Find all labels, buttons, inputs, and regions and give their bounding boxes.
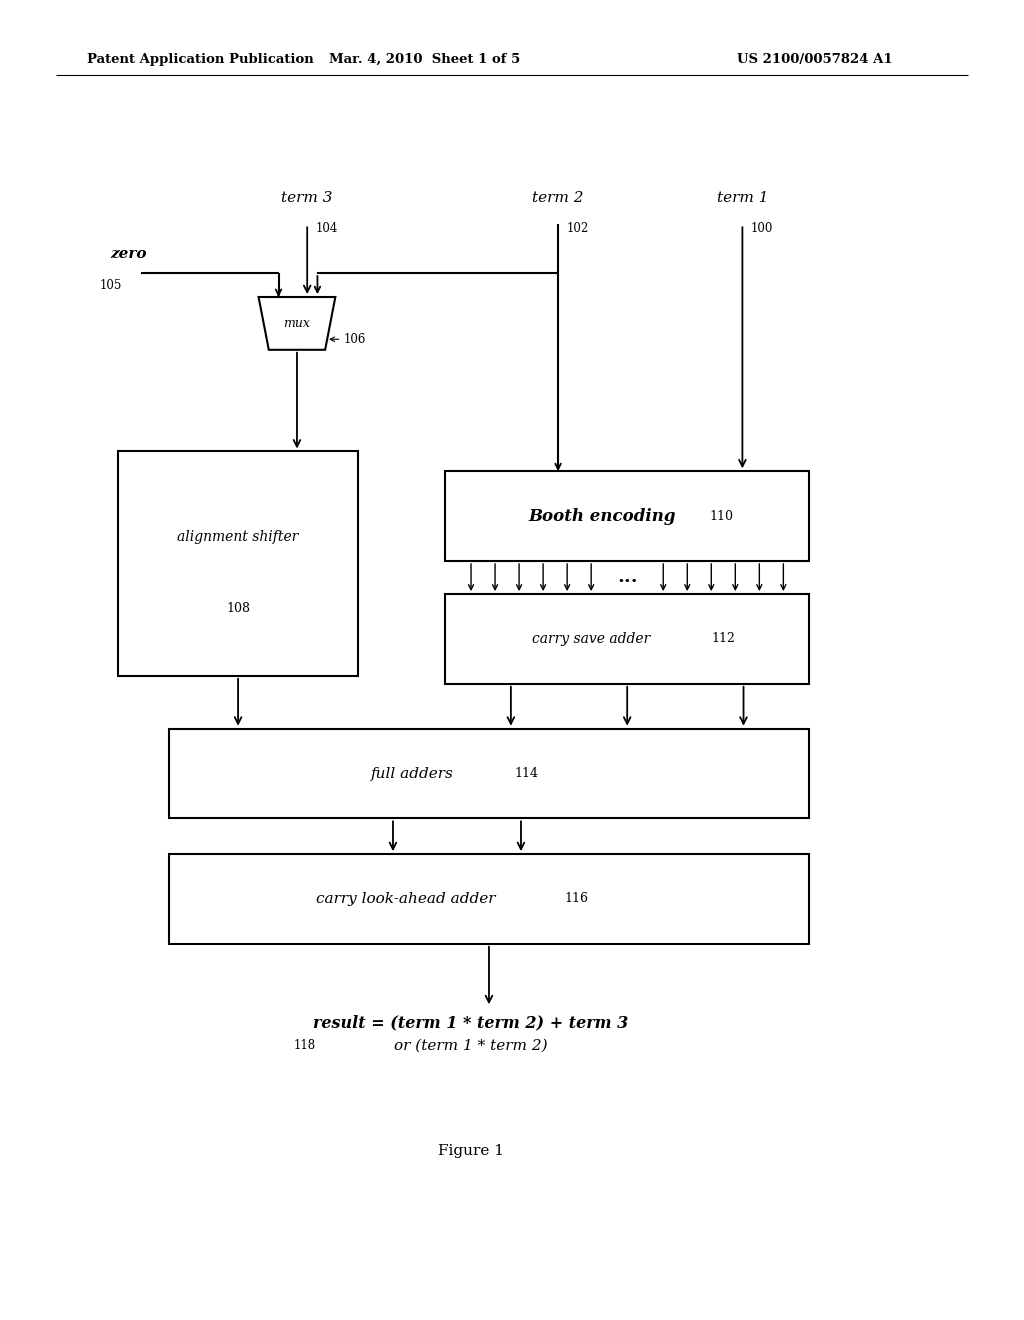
Text: 102: 102 [566,222,589,235]
Text: alignment shifter: alignment shifter [177,529,299,544]
Text: carry save adder: carry save adder [531,632,650,645]
Text: full adders: full adders [371,767,454,780]
Text: 106: 106 [344,333,366,346]
Text: carry look-ahead adder: carry look-ahead adder [316,892,496,906]
Text: 112: 112 [712,632,735,645]
Bar [169,729,809,818]
Text: Patent Application Publication: Patent Application Publication [87,53,313,66]
Text: US 2100/0057824 A1: US 2100/0057824 A1 [737,53,893,66]
Text: 116: 116 [564,892,589,906]
Bar [445,594,809,684]
Text: 110: 110 [710,510,733,523]
Text: ...: ... [616,569,638,586]
Text: Mar. 4, 2010  Sheet 1 of 5: Mar. 4, 2010 Sheet 1 of 5 [330,53,520,66]
Bar [169,854,809,944]
Text: result = (term 1 * term 2) + term 3: result = (term 1 * term 2) + term 3 [313,1015,629,1031]
Text: 108: 108 [226,602,250,615]
Text: 100: 100 [751,222,773,235]
Polygon shape [258,297,335,350]
Text: term 2: term 2 [532,190,584,205]
Bar [118,451,358,676]
Text: or (term 1 * term 2): or (term 1 * term 2) [394,1039,548,1052]
Bar [445,471,809,561]
Text: 118: 118 [294,1039,316,1052]
Text: zero: zero [111,247,147,261]
Text: term 1: term 1 [717,190,768,205]
Text: Figure 1: Figure 1 [438,1144,504,1158]
Text: mux: mux [284,317,310,330]
Text: 114: 114 [514,767,539,780]
Text: term 3: term 3 [282,190,333,205]
Text: 105: 105 [99,279,122,292]
Text: Booth encoding: Booth encoding [528,508,676,524]
Text: 104: 104 [315,222,338,235]
